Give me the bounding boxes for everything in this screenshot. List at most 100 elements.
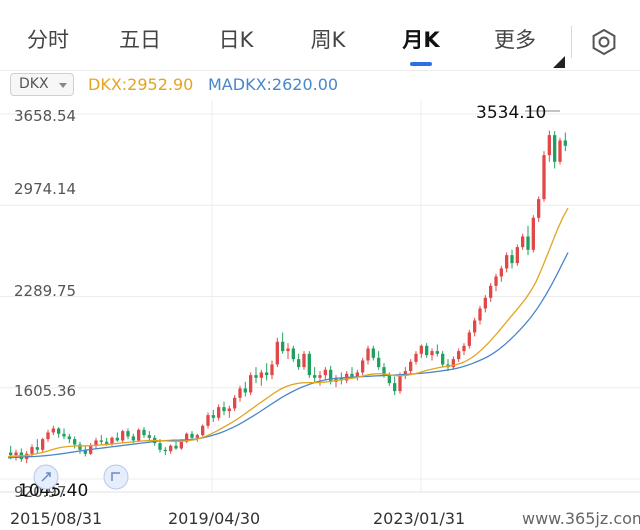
candle-body <box>371 348 375 358</box>
candle-body <box>494 276 498 286</box>
min-value-label: 1045.40 <box>18 481 88 501</box>
zoom-handle-left[interactable] <box>33 464 59 490</box>
candle-body <box>163 449 167 452</box>
tab-monthly-k[interactable]: 月K <box>402 28 440 52</box>
candle-body <box>467 332 471 346</box>
candle-body <box>206 415 210 426</box>
candle-body <box>313 375 317 378</box>
candle-body <box>281 341 285 352</box>
candle-body <box>377 357 381 368</box>
expand-icon <box>41 472 51 482</box>
x-tick-label: 2019/04/30 <box>168 509 260 528</box>
y-tick-label: 920.97 <box>14 483 67 501</box>
candles-layer <box>9 130 567 464</box>
max-annotation: 3534.10 <box>476 103 560 123</box>
candle-body <box>302 353 306 368</box>
x-tick-label: 2023/01/31 <box>373 509 465 528</box>
candle-body <box>270 364 274 376</box>
candle-body <box>35 447 39 450</box>
kline-chart[interactable]: 3658.54 2974.14 2289.75 1605.36 920.97 2… <box>0 100 640 530</box>
candle-body <box>131 436 135 441</box>
candle-body <box>355 372 359 377</box>
candle-body <box>41 439 45 450</box>
tab-weekly-k[interactable]: 周K <box>310 28 346 52</box>
chevron-down-icon <box>59 83 67 88</box>
indicator-select[interactable]: DKX <box>10 73 74 96</box>
candle-body <box>526 236 530 250</box>
candle-body <box>382 367 386 376</box>
candle-body <box>547 135 551 156</box>
x-tick-label: 2015/08/31 <box>10 509 102 528</box>
candle-body <box>457 351 461 360</box>
candle-body <box>158 443 162 450</box>
max-value-label: 3534.10 <box>476 103 546 123</box>
y-tick-label: 3658.54 <box>14 107 76 125</box>
candle-body <box>531 217 535 250</box>
indicator-select-label: DKX <box>19 76 49 92</box>
candle-body <box>329 369 333 382</box>
gear-icon <box>592 28 616 56</box>
candle-body <box>57 428 61 434</box>
candle-body <box>409 361 413 372</box>
candle-body <box>425 345 429 356</box>
candle-body <box>190 433 194 438</box>
candle-body <box>179 441 183 449</box>
candle-body <box>99 440 103 442</box>
candle-body <box>403 371 407 376</box>
candle-body <box>238 388 242 398</box>
candle-body <box>137 429 141 441</box>
candle-body <box>451 359 455 368</box>
madkx-line <box>7 252 569 459</box>
candle-body <box>9 452 13 456</box>
candle-body <box>441 353 445 365</box>
chart-grid <box>0 100 640 493</box>
dkx-value: DKX:2952.90 <box>88 75 194 94</box>
candle-body <box>201 425 205 436</box>
madkx-value: MADKX:2620.00 <box>208 75 339 94</box>
candle-body <box>366 348 370 361</box>
tab-daily-k[interactable]: 日K <box>218 28 254 52</box>
y-tick-label: 1605.36 <box>14 382 76 400</box>
candle-body <box>46 432 50 440</box>
candle-body <box>169 445 173 452</box>
more-corner-icon <box>553 56 565 68</box>
tab-intraday[interactable]: 分时 <box>27 28 69 52</box>
y-axis-labels: 3658.54 2974.14 2289.75 1605.36 920.97 <box>14 107 76 501</box>
candle-body <box>489 285 493 298</box>
corner-icon <box>111 472 120 481</box>
candle-body <box>275 341 279 365</box>
indicator-legend: DKX DKX:2952.90 MADKX:2620.00 <box>0 70 640 96</box>
tab-more[interactable]: 更多 <box>494 28 536 52</box>
candle-body <box>249 375 253 393</box>
candle-body <box>185 433 189 442</box>
candle-body <box>435 351 439 354</box>
candle-body <box>121 431 125 441</box>
candle-body <box>361 360 365 373</box>
candle-body <box>265 372 269 376</box>
candle-body <box>211 415 215 418</box>
active-tab-indicator <box>410 62 432 66</box>
candle-body <box>259 372 263 378</box>
candle-body <box>147 435 151 438</box>
candle-body <box>393 383 397 392</box>
candle-body <box>553 135 557 162</box>
candle-body <box>67 436 71 440</box>
candle-body <box>387 375 391 384</box>
candle-body <box>419 345 423 354</box>
candle-body <box>473 320 477 333</box>
watermark-text: www.365jz.com <box>522 509 640 528</box>
candle-body <box>14 452 18 456</box>
candle-body <box>510 255 514 264</box>
indicator-lines <box>7 207 569 459</box>
candle-body <box>110 437 114 445</box>
candle-body <box>51 428 55 433</box>
settings-button[interactable] <box>590 28 618 56</box>
candle-body <box>94 440 98 446</box>
candle-body <box>499 268 503 277</box>
tab-five-day[interactable]: 五日 <box>119 28 161 52</box>
candle-body <box>398 375 402 392</box>
min-annotation: 1045.40 <box>18 481 88 501</box>
candle-body <box>30 447 34 454</box>
zoom-handle-right[interactable] <box>103 464 129 490</box>
candle-body <box>195 435 199 438</box>
